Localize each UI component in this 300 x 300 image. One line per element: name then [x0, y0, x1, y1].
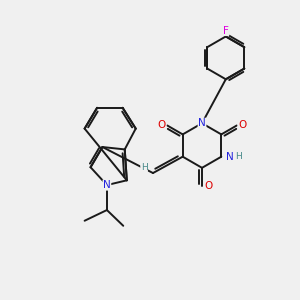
Text: O: O [238, 121, 246, 130]
Text: O: O [204, 181, 213, 191]
Text: F: F [223, 26, 229, 35]
Text: H: H [236, 152, 242, 161]
Text: N: N [226, 152, 233, 162]
Text: H: H [141, 163, 147, 172]
Text: N: N [103, 180, 111, 190]
Text: O: O [158, 121, 166, 130]
Text: N: N [198, 118, 206, 128]
